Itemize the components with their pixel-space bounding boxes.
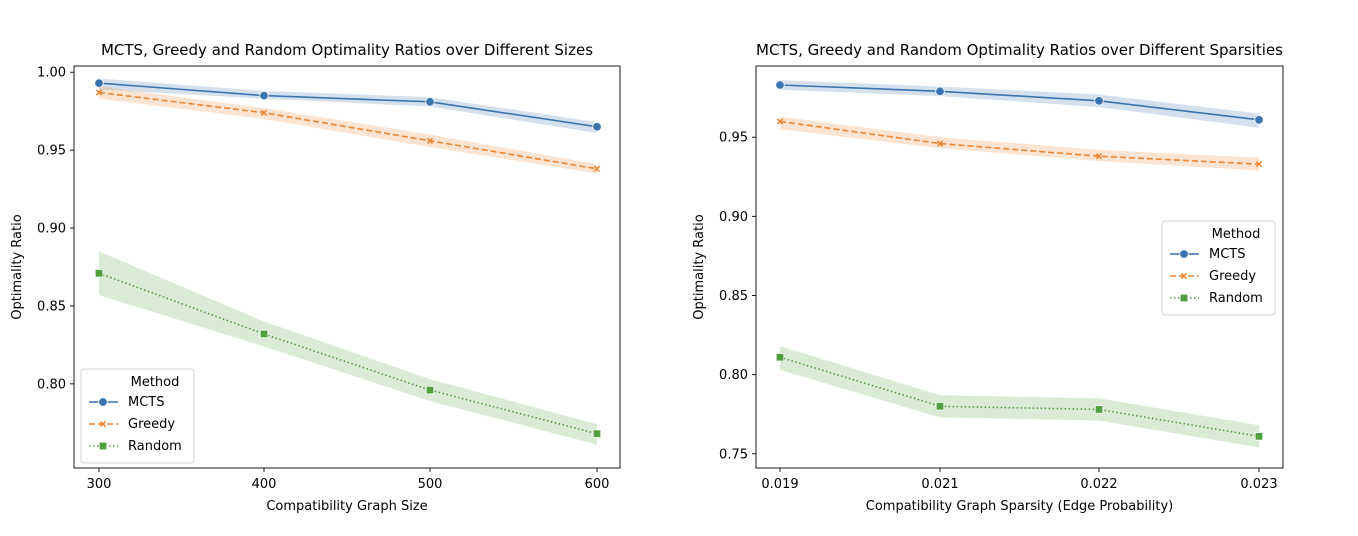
axes-frame — [755, 65, 1284, 469]
y-tick-label: 1.00 — [37, 66, 66, 81]
series-mcts — [94, 78, 602, 133]
data-point-greedy — [776, 118, 784, 125]
chart-panel-1: MCTS, Greedy and Random Optimality Ratio… — [10, 41, 621, 514]
data-point-random — [592, 429, 602, 438]
data-point-mcts — [775, 80, 785, 90]
confidence-band-random — [99, 251, 597, 445]
legend-marker-random — [98, 441, 108, 451]
legend-marker-greedy — [1180, 272, 1188, 280]
data-point-greedy — [260, 109, 268, 116]
legend-marker-mcts — [1179, 249, 1189, 259]
axes-frame — [73, 65, 621, 469]
data-point-greedy — [936, 140, 944, 147]
data-point-greedy — [1255, 160, 1263, 168]
y-tick-label: 0.75 — [719, 447, 748, 462]
data-point-mcts — [94, 78, 104, 88]
data-point-random — [1094, 405, 1104, 414]
legend-title: Method — [1212, 227, 1261, 242]
data-point-greedy — [426, 137, 434, 144]
legend-title: Method — [131, 375, 180, 390]
confidence-band-greedy — [780, 116, 1259, 171]
confidence-band-greedy — [99, 86, 597, 174]
x-axis-label: Compatibility Graph Sparsity (Edge Proba… — [866, 499, 1173, 514]
chart-title: MCTS, Greedy and Random Optimality Ratio… — [756, 41, 1283, 59]
chart-panel-2: MCTS, Greedy and Random Optimality Ratio… — [692, 41, 1284, 514]
legend-box — [80, 368, 195, 464]
y-tick-label: 0.80 — [719, 368, 748, 383]
data-point-mcts — [1254, 115, 1264, 125]
data-point-greedy — [1095, 153, 1103, 160]
x-tick-label: 0.023 — [1240, 477, 1277, 492]
legend-label-random: Random — [1209, 291, 1263, 306]
legend-marker-greedy — [99, 420, 107, 428]
legend: Method MCTS Greedy Random — [1161, 220, 1276, 316]
legend-box — [1161, 220, 1276, 316]
legend: Method MCTS Greedy Random — [80, 368, 195, 464]
data-point-random — [935, 402, 945, 411]
data-point-random — [775, 353, 785, 362]
series-random — [94, 251, 602, 445]
x-tick-label: 600 — [585, 477, 610, 492]
x-tick-label: 400 — [252, 477, 277, 492]
x-tick-label: 300 — [87, 477, 112, 492]
series-line-greedy — [779, 120, 1260, 165]
y-tick-label: 0.85 — [37, 299, 66, 314]
y-tick-label: 0.80 — [37, 377, 66, 392]
x-axis-label: Compatibility Graph Size — [266, 499, 427, 514]
data-point-greedy — [593, 165, 601, 173]
series-greedy — [776, 116, 1263, 171]
chart-title: MCTS, Greedy and Random Optimality Ratio… — [101, 41, 593, 59]
data-point-random — [259, 329, 269, 339]
legend-label-random: Random — [128, 439, 182, 454]
legend-label-greedy: Greedy — [128, 417, 175, 432]
series-line-greedy — [98, 91, 598, 170]
series-line-random — [98, 272, 598, 435]
y-tick-label: 0.90 — [37, 222, 66, 237]
legend-label-mcts: MCTS — [128, 395, 165, 410]
x-tick-label: 0.019 — [761, 477, 798, 492]
series-random — [775, 346, 1264, 448]
data-point-mcts — [259, 90, 269, 101]
series-mcts — [775, 80, 1264, 128]
series-line-mcts — [98, 82, 598, 128]
data-point-mcts — [425, 97, 435, 107]
y-tick-label: 0.95 — [719, 131, 748, 146]
x-tick-label: 0.022 — [1080, 477, 1117, 492]
legend-label-greedy: Greedy — [1209, 269, 1256, 284]
data-point-mcts — [592, 122, 602, 132]
y-tick-label: 0.95 — [37, 144, 66, 159]
confidence-band-random — [780, 346, 1259, 448]
legend-marker-mcts — [98, 397, 108, 407]
y-axis-label: Optimality Ratio — [10, 214, 25, 319]
y-axis-label: Optimality Ratio — [692, 214, 707, 319]
series-greedy — [95, 86, 601, 174]
data-point-greedy — [95, 89, 103, 96]
y-tick-label: 0.90 — [719, 210, 748, 225]
data-point-random — [94, 269, 104, 278]
legend-marker-random — [1179, 293, 1189, 303]
legend-label-mcts: MCTS — [1209, 247, 1246, 262]
series-line-mcts — [779, 84, 1260, 121]
confidence-band-mcts — [780, 80, 1259, 128]
data-point-mcts — [1094, 96, 1104, 106]
x-tick-label: 500 — [418, 477, 443, 492]
data-point-random — [425, 385, 435, 395]
x-tick-label: 0.021 — [921, 477, 958, 492]
data-point-mcts — [935, 86, 945, 97]
data-point-random — [1254, 432, 1264, 441]
y-tick-label: 0.85 — [719, 289, 748, 304]
